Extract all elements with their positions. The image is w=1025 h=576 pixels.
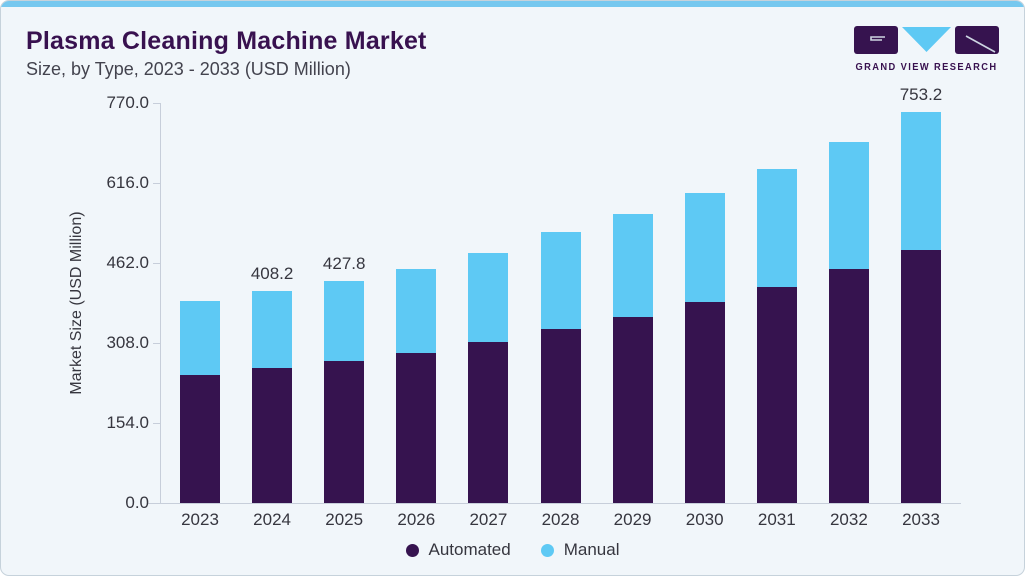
bar-automated-2029 (612, 317, 653, 503)
bar-manual-2023 (180, 301, 220, 375)
manual-dot-icon (540, 543, 554, 557)
y-axis-title: Market Size (USD Million) (68, 211, 85, 395)
x-tick-label-2030: 2030 (685, 510, 724, 529)
y-tick-label: 770.0 (106, 93, 149, 112)
bar-manual-2031 (756, 168, 797, 288)
x-tick-label-2023: 2023 (181, 510, 219, 529)
y-tick-mark (153, 343, 160, 344)
grand-view-research-logo: GRAND VIEW RESEARCH (854, 25, 999, 80)
bar-manual-2029 (612, 214, 653, 318)
legend-label-manual: Manual (563, 540, 620, 559)
y-tick-mark (153, 183, 160, 184)
bar-automated-2030 (684, 301, 725, 503)
page-subtitle: Size, by Type, 2023 - 2033 (USD Million) (26, 59, 351, 79)
bar-total-label-2033: 753.2 (899, 84, 943, 104)
bar-manual-2028 (540, 232, 581, 330)
bar-manual-2027 (468, 252, 509, 342)
x-axis-line (147, 503, 961, 504)
bar-manual-2026 (396, 268, 437, 354)
bar-automated-2025 (324, 360, 365, 503)
bar-total-label-2025: 427.8 (322, 253, 366, 273)
bar-manual-2024 (252, 290, 293, 368)
bar-automated-2023 (180, 374, 220, 503)
y-tick-label: 154.0 (106, 413, 149, 432)
x-tick-label-2028: 2028 (541, 510, 580, 529)
chart-legend: Automated Manual (1, 540, 1024, 560)
bar-automated-2028 (540, 329, 581, 503)
y-axis-line (160, 103, 161, 503)
bar-automated-2027 (468, 341, 509, 503)
y-tick-label: 308.0 (106, 333, 149, 352)
x-tick-label-2025: 2025 (325, 510, 364, 529)
legend-label-automated: Automated (428, 540, 511, 559)
gvr-logo-icon: GRAND VIEW RESEARCH (854, 26, 999, 73)
y-tick-mark (153, 103, 160, 104)
legend-item-manual: Manual (540, 540, 620, 560)
page-title: Plasma Cleaning Machine Market (26, 27, 427, 55)
top-accent-bar (1, 1, 1024, 7)
legend-item-automated: Automated (405, 540, 511, 560)
bar-manual-2033 (901, 111, 941, 251)
y-tick-label: 462.0 (106, 253, 149, 272)
bar-automated-2033 (901, 250, 941, 503)
bar-automated-2026 (396, 353, 437, 503)
bar-automated-2024 (252, 367, 293, 503)
x-tick-label-2027: 2027 (469, 510, 508, 529)
bar-automated-2032 (828, 269, 869, 503)
bar-automated-2031 (756, 287, 797, 503)
x-tick-label-2024: 2024 (253, 510, 291, 529)
y-tick-label: 616.0 (106, 173, 149, 192)
x-tick-label-2026: 2026 (397, 510, 436, 529)
bar-manual-2032 (828, 142, 869, 270)
bar-total-label-2024: 408.2 (250, 263, 294, 283)
x-tick-label-2032: 2032 (829, 510, 868, 529)
bar-manual-2030 (684, 192, 725, 302)
y-tick-mark (153, 423, 160, 424)
y-tick-mark (153, 263, 160, 264)
y-tick-label: 0.0 (125, 493, 149, 512)
x-tick-label-2033: 2033 (902, 510, 940, 529)
automated-dot-icon (405, 543, 419, 557)
logo-wordmark: GRAND VIEW RESEARCH (856, 62, 998, 73)
x-tick-label-2029: 2029 (613, 510, 652, 529)
bar-manual-2025 (324, 280, 365, 361)
y-tick-mark (153, 503, 160, 504)
x-tick-label-2031: 2031 (757, 510, 796, 529)
